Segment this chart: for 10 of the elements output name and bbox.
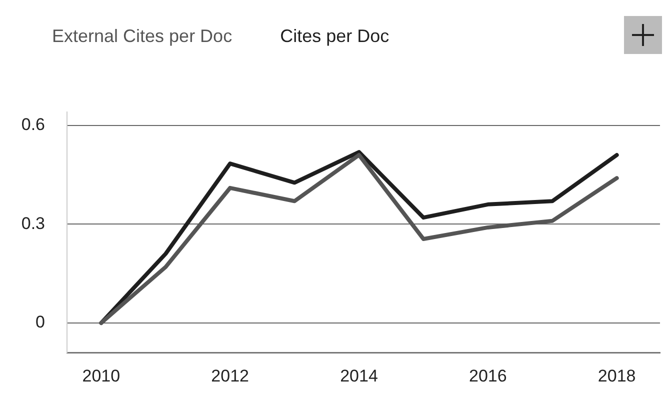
text: External Cites per Doc	[52, 26, 232, 47]
y-tick-label: 0.6	[21, 115, 45, 134]
x-tick-label: 2018	[598, 366, 636, 386]
text: Cites per Doc	[280, 26, 390, 47]
x-tick-label: 2016	[468, 366, 507, 386]
x-tick-label: 2010	[82, 366, 120, 386]
x-tick-label: 2012	[211, 366, 249, 386]
y-tick-label: 0.3	[21, 214, 45, 233]
y-tick-label: 0	[36, 312, 45, 332]
x-tick-label: 2014	[340, 366, 378, 386]
